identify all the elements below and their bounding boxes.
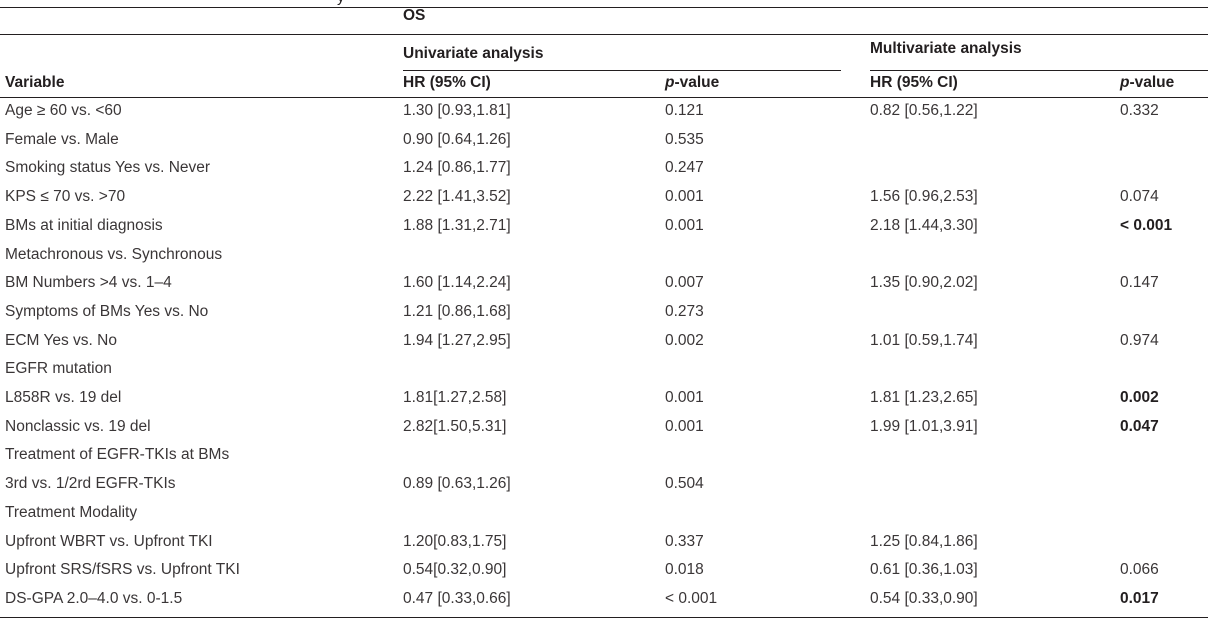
- caption-fragment: y: [337, 0, 345, 6]
- multi-p-cell: < 0.001: [1120, 216, 1173, 234]
- multi-p-cell: 0.332: [1120, 102, 1159, 119]
- variable-cell: BM Numbers ˃4 vs. 1–4: [5, 274, 172, 292]
- top-rule: [0, 7, 1208, 8]
- uni-p-rest: -value: [674, 74, 720, 91]
- multi-hr-cell: 0.54 [0.33,0.90]: [870, 589, 978, 607]
- multi-hr-cell: 2.18 [1.44,3.30]: [870, 216, 978, 234]
- multi-p-cell: 0.066: [1120, 561, 1159, 579]
- variable-cell: KPS ≤ 70 vs. ˃70: [5, 188, 126, 206]
- uni-p-cell: 0.001: [665, 389, 704, 406]
- multi-p-cell: 0.074: [1120, 188, 1159, 206]
- multi-p-cell: 0.002: [1120, 389, 1159, 406]
- univariate-header: Univariate analysis: [403, 45, 544, 62]
- multi-p-italic: p: [1120, 74, 1130, 91]
- variable-cell: ECM Yes vs. No: [5, 331, 117, 349]
- uni-p-italic: p: [665, 74, 675, 91]
- uni-p-cell: 0.247: [665, 159, 704, 177]
- variable-cell: L858R vs. 19 del: [5, 389, 122, 406]
- variable-cell: BMs at initial diagnosis: [5, 216, 163, 234]
- variable-cell: Treatment of EGFR-TKIs at BMs: [5, 446, 230, 464]
- variable-cell: Metachronous vs. Synchronous: [5, 245, 223, 263]
- multi-p-cell: 0.047: [1120, 417, 1159, 435]
- uni-hr-cell: 0.90 [0.64,1.26]: [403, 130, 511, 148]
- uni-p-cell: 0.535: [665, 130, 704, 148]
- multi-p-cell: 0.147: [1120, 274, 1159, 292]
- multi-hr-header: HR (95% CI): [870, 74, 958, 91]
- variable-cell: Treatment Modality: [5, 503, 138, 521]
- uni-p-cell: 0.121: [665, 102, 704, 119]
- univariate-rule: [403, 70, 841, 71]
- multivariate-rule: [870, 70, 1208, 71]
- multi-hr-cell: 1.25 [0.84,1.86]: [870, 532, 978, 550]
- multi-p-cell: 0.974: [1120, 331, 1159, 349]
- uni-p-cell: 0.001: [665, 216, 704, 234]
- variable-cell: DS-GPA 2.0–4.0 vs. 0-1.5: [5, 589, 183, 607]
- uni-p-cell: < 0.001: [665, 589, 718, 607]
- os-rule: [0, 34, 1208, 35]
- uni-hr-cell: 1.81[1.27,2.58]: [403, 389, 507, 406]
- uni-hr-header: HR (95% CI): [403, 74, 491, 91]
- multi-hr-cell: 1.99 [1.01,3.91]: [870, 417, 978, 435]
- uni-hr-cell: 0.89 [0.63,1.26]: [403, 475, 511, 493]
- variable-cell: Age ≥ 60 vs. <60: [5, 102, 122, 119]
- uni-hr-cell: 2.22 [1.41,3.52]: [403, 188, 511, 206]
- variable-header: Variable: [5, 74, 65, 91]
- multi-p-cell: 0.017: [1120, 589, 1159, 607]
- multi-p-header: p-value: [1120, 73, 1174, 93]
- uni-p-cell: 0.007: [665, 274, 704, 292]
- os-header: OS: [403, 7, 426, 24]
- variable-cell: Nonclassic vs. 19 del: [5, 417, 151, 435]
- multi-hr-cell: 0.61 [0.36,1.03]: [870, 561, 978, 579]
- uni-p-cell: 0.018: [665, 561, 704, 579]
- multi-p-rest: -value: [1129, 74, 1175, 91]
- uni-hr-cell: 1.60 [1.14,2.24]: [403, 274, 511, 292]
- uni-hr-cell: 2.82[1.50,5.31]: [403, 417, 507, 435]
- uni-hr-cell: 1.30 [0.93,1.81]: [403, 102, 511, 119]
- variable-cell: Smoking status Yes vs. Never: [5, 159, 211, 177]
- uni-hr-cell: 1.24 [0.86,1.77]: [403, 159, 511, 177]
- multi-hr-cell: 1.35 [0.90,2.02]: [870, 274, 978, 292]
- variable-cell: Upfront WBRT vs. Upfront TKI: [5, 532, 213, 550]
- variable-cell: Symptoms of BMs Yes vs. No: [5, 302, 209, 320]
- variable-cell: EGFR mutation: [5, 360, 112, 378]
- variable-cell: Female vs. Male: [5, 130, 119, 148]
- uni-p-cell: 0.337: [665, 532, 704, 550]
- uni-hr-cell: 0.47 [0.33,0.66]: [403, 589, 511, 607]
- uni-p-header: p-value: [665, 73, 719, 93]
- variable-cell: 3rd vs. 1/2rd EGFR-TKIs: [5, 475, 176, 493]
- uni-hr-cell: 1.88 [1.31,2.71]: [403, 216, 511, 234]
- uni-p-cell: 0.273: [665, 302, 704, 320]
- header-rule: [0, 97, 1208, 98]
- uni-hr-cell: 1.21 [0.86,1.68]: [403, 302, 511, 320]
- multi-hr-cell: 1.81 [1.23,2.65]: [870, 389, 978, 406]
- uni-p-cell: 0.001: [665, 188, 704, 206]
- uni-p-cell: 0.001: [665, 417, 704, 435]
- uni-hr-cell: 1.94 [1.27,2.95]: [403, 331, 511, 349]
- uni-p-cell: 0.002: [665, 331, 704, 349]
- bottom-rule: [0, 617, 1208, 618]
- multi-hr-cell: 1.01 [0.59,1.74]: [870, 331, 978, 349]
- uni-hr-cell: 0.54[0.32,0.90]: [403, 561, 507, 579]
- uni-p-cell: 0.504: [665, 475, 704, 493]
- uni-hr-cell: 1.20[0.83,1.75]: [403, 532, 507, 550]
- multivariate-header: Multivariate analysis: [870, 40, 1022, 57]
- multi-hr-cell: 0.82 [0.56,1.22]: [870, 102, 978, 119]
- variable-cell: Upfront SRS/fSRS vs. Upfront TKI: [5, 561, 240, 579]
- multi-hr-cell: 1.56 [0.96,2.53]: [870, 188, 978, 206]
